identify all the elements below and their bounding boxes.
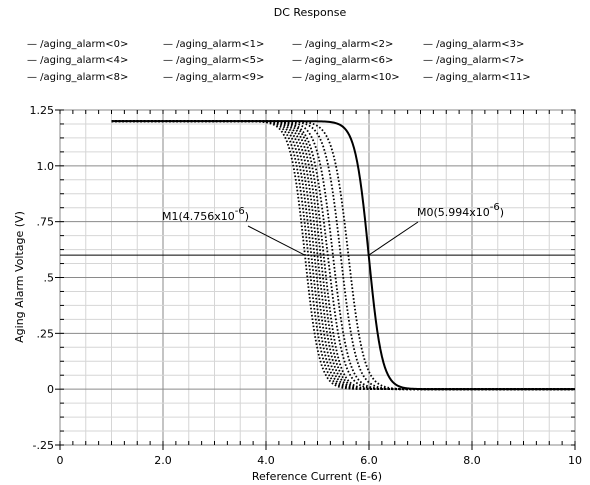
marker-leader-line xyxy=(247,225,306,256)
marker-leader-line xyxy=(368,221,419,256)
legend-entry: — /aging_alarm<10> xyxy=(292,72,400,83)
legend-entry: — /aging_alarm<11> xyxy=(423,72,531,83)
x-tick-label: 6.0 xyxy=(360,454,378,467)
legend-entry: — /aging_alarm<4> xyxy=(27,55,128,66)
chart-title: DC Response xyxy=(274,6,347,19)
y-tick-label: .75 xyxy=(37,216,55,229)
x-tick-label: 0 xyxy=(57,454,64,467)
marker-label: M0(5.994x10-6) xyxy=(417,202,504,219)
x-axis-ticks: 0 2.0 4.0 6.0 8.0 10 xyxy=(57,445,582,467)
legend-entry: — /aging_alarm<5> xyxy=(163,55,264,66)
series-line-aging-alarm-10 xyxy=(111,120,575,391)
x-tick-label: 2.0 xyxy=(154,454,172,467)
y-tick-label: 1.25 xyxy=(30,104,55,117)
minor-ticks xyxy=(59,109,576,446)
markers-group: M1(4.756x10-6) M0(5.994x10-6) xyxy=(162,202,504,256)
y-axis-ticks: 1.25 1.0 .75 .5 .25 0 -.25 xyxy=(30,104,60,452)
legend: — /aging_alarm<0> — /aging_alarm<1> — /agi… xyxy=(27,39,531,83)
legend-entry: — /aging_alarm<6> xyxy=(292,55,393,66)
y-tick-label: .5 xyxy=(44,272,55,285)
x-axis-label: Reference Current (E-6) xyxy=(252,470,382,483)
x-tick-label: 10 xyxy=(568,454,582,467)
legend-entry: — /aging_alarm<3> xyxy=(423,39,524,50)
series-group xyxy=(111,120,575,391)
x-tick-label: 4.0 xyxy=(257,454,275,467)
x-tick-label: 8.0 xyxy=(463,454,481,467)
legend-entry: — /aging_alarm<2> xyxy=(292,39,393,50)
y-tick-label: .25 xyxy=(37,327,55,340)
y-tick-label: -.25 xyxy=(33,439,54,452)
series-line-aging-alarm-7 xyxy=(111,120,575,391)
legend-entry: — /aging_alarm<1> xyxy=(163,39,264,50)
y-tick-label: 0 xyxy=(47,383,54,396)
marker-label: M1(4.756x10-6) xyxy=(162,206,249,223)
legend-entry: — /aging_alarm<8> xyxy=(27,72,128,83)
legend-entry: — /aging_alarm<7> xyxy=(423,55,524,66)
y-tick-label: 1.0 xyxy=(37,160,55,173)
legend-entry: — /aging_alarm<0> xyxy=(27,39,128,50)
legend-entry: — /aging_alarm<9> xyxy=(163,72,264,83)
y-axis-label: Aging Alarm Voltage (V) xyxy=(13,211,26,343)
